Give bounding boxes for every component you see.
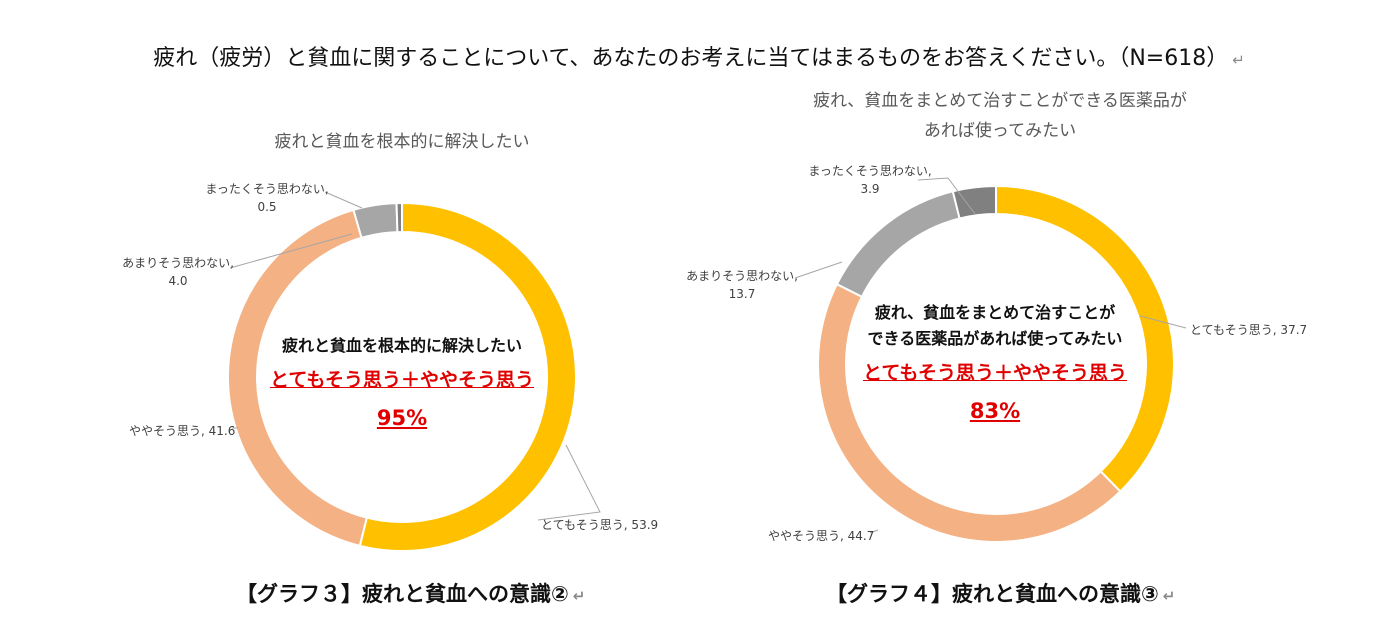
chart-1-slice-not-at-all xyxy=(395,201,403,234)
chart-1-center-value: 95% xyxy=(376,406,428,430)
chart-2-center: 疲れ、貧血をまとめて治すことが できる医薬品があれば使ってみたい とてもそう思う… xyxy=(850,300,1140,423)
chart-1-center-label: 疲れと貧血を根本的に解決したい xyxy=(281,336,522,355)
chart-2-title-line2: あれば使ってみたい xyxy=(923,121,1077,141)
chart-2-leader-somewhat xyxy=(869,529,879,534)
chart-1-leader-not-at-all xyxy=(324,191,363,209)
chart-1-label-not-at-all-value: 0.5 xyxy=(257,200,277,214)
chart-2-slice-not-much xyxy=(835,190,961,299)
donut-chart-1 xyxy=(227,191,601,552)
chart-2-label-not-much-text: あまりそう思わない, xyxy=(686,269,798,283)
chart-1-center-sub: とてもそう思う＋ややそう思う xyxy=(269,369,535,391)
chart-1-label-not-much-value: 4.0 xyxy=(168,274,188,288)
chart-1-label-not-at-all: まったくそう思わない, 0.5 xyxy=(197,180,337,216)
chart-1-center: 疲れと貧血を根本的に解決したい とてもそう思う＋ややそう思う 95% xyxy=(262,333,542,430)
chart-2-center-value: 83% xyxy=(969,399,1021,423)
chart-2-label-not-much-value: 13.7 xyxy=(728,287,756,301)
chart-2-title-line1: 疲れ、貧血をまとめて治すことができる医薬品が xyxy=(813,91,1187,111)
chart-1-label-not-much-text: あまりそう思わない, xyxy=(122,256,234,270)
chart-2-label-somewhat: ややそう思う, 44.7 xyxy=(768,529,875,543)
chart-2-center-label-line1: 疲れ、貧血をまとめて治すことが xyxy=(874,303,1116,322)
chart-1-slice-not-much xyxy=(352,202,399,239)
chart-1-label-not-much: あまりそう思わない, 4.0 xyxy=(108,254,248,290)
chart-1-title: 疲れと貧血を根本的に解決したい xyxy=(274,132,530,152)
chart-2-label-not-much: あまりそう思わない, 13.7 xyxy=(672,267,812,303)
chart-2-label-not-at-all-text: まったくそう思わない, xyxy=(808,164,932,178)
chart-2-leader-very xyxy=(1139,315,1187,329)
return-mark: ↵ xyxy=(1232,51,1245,69)
chart-2-center-label-line2: できる医薬品があれば使ってみたい xyxy=(867,329,1123,348)
chart-2-label-not-at-all-value: 3.9 xyxy=(860,182,880,196)
chart-1-leader-very xyxy=(537,444,601,521)
chart-2-caption: 【グラフ４】疲れと貧血への意識③ ↵ xyxy=(826,582,1176,606)
chart-1-slice-very xyxy=(358,201,577,552)
return-mark: ↵ xyxy=(1162,587,1176,605)
chart-2-leader-not-at-all xyxy=(917,177,976,215)
chart-1-label-somewhat: ややそう思う, 41.6 xyxy=(129,424,236,438)
return-mark: ↵ xyxy=(572,587,586,605)
chart-2-label-not-at-all: まったくそう思わない, 3.9 xyxy=(795,162,945,198)
chart-2-label-very: とてもそう思う, 37.7 xyxy=(1190,323,1308,337)
chart-1-caption: 【グラフ３】疲れと貧血への意識② ↵ xyxy=(236,582,586,606)
chart-2-center-sub: とてもそう思う＋ややそう思う xyxy=(862,362,1128,384)
chart-1-label-not-at-all-text: まったくそう思わない, xyxy=(205,182,329,196)
page-title: 疲れ（疲労）と貧血に関することについて、あなたのお考えに当てはまるものをお答えく… xyxy=(153,46,1245,71)
chart-1-label-very: とてもそう思う, 53.9 xyxy=(541,518,659,532)
chart-1-leader-not-much xyxy=(229,233,353,269)
chart-2-title: 疲れ、貧血をまとめて治すことができる医薬品が あれば使ってみたい xyxy=(740,86,1260,146)
chart-2-slice-not-at-all xyxy=(951,184,997,220)
donut-chart-2 xyxy=(794,177,1187,543)
chart-2-leader-not-much xyxy=(794,261,843,279)
